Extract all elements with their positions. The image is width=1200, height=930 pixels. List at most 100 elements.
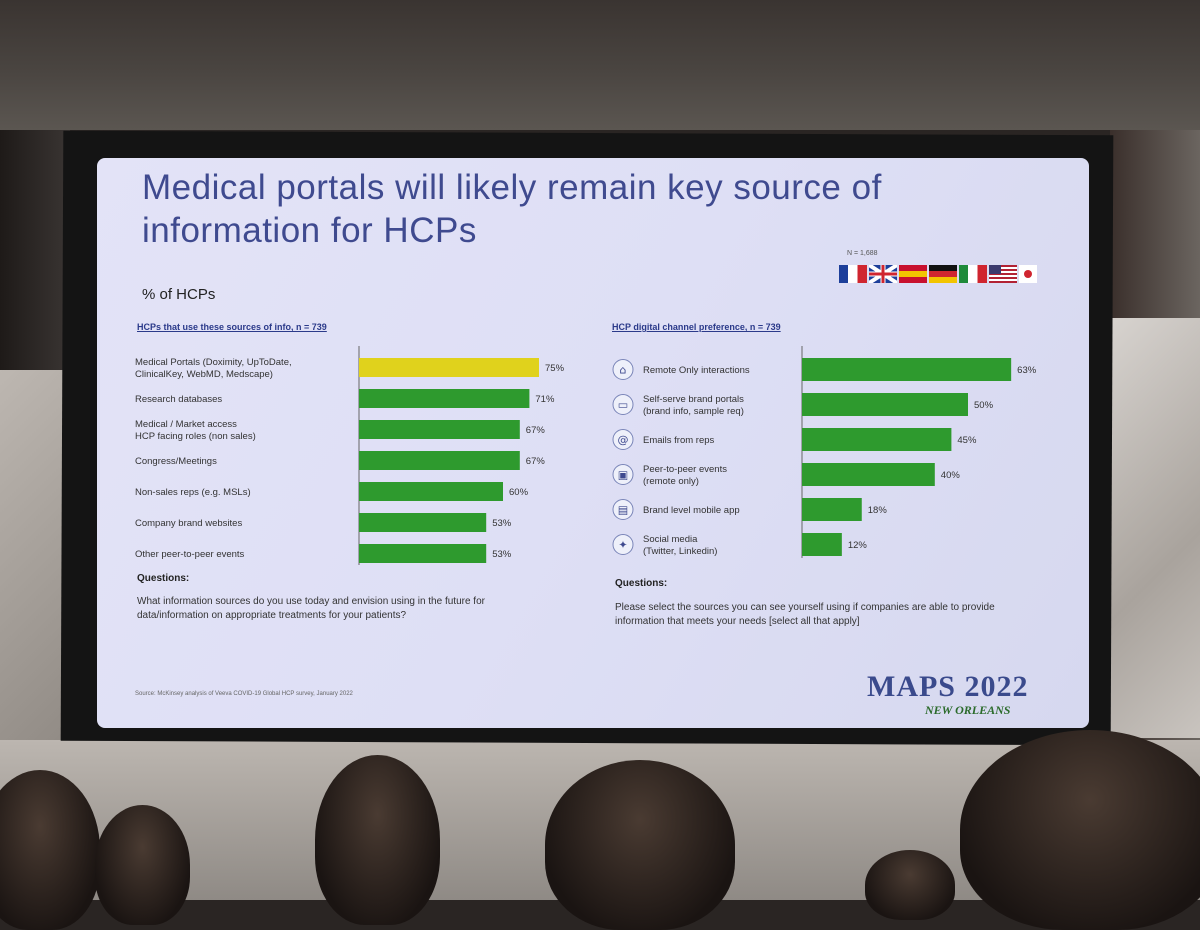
bar-value-label: 75% <box>545 363 565 374</box>
bar <box>802 358 1012 381</box>
presentation-slide: Medical portals will likely remain key s… <box>97 158 1089 728</box>
category-label-line: Medical / Market access <box>135 419 237 430</box>
sample-size-label: N = 1,688 <box>847 250 878 257</box>
bar-value-label: 45% <box>957 435 977 446</box>
category-label-line: Non-sales reps (e.g. MSLs) <box>135 487 251 498</box>
bar-value-label: 18% <box>868 505 888 516</box>
bar <box>359 389 530 408</box>
maps-2022-logo: MAPS 2022 NEW ORLEANS <box>867 670 1082 720</box>
slide-subtitle: % of HCPs <box>142 286 216 303</box>
category-label-line: Medical Portals (Doximity, UpToDate, <box>135 357 292 368</box>
bar-value-label: 67% <box>526 425 546 436</box>
category-label-line: Congress/Meetings <box>135 456 217 467</box>
mobile-app-icon: ▤ <box>612 499 634 520</box>
category-label: Congress/Meetings <box>135 456 217 467</box>
category-label: Social media (Twitter, Linkedin) <box>643 534 717 557</box>
category-label: Self-serve brand portals (brand info, sam… <box>643 394 744 417</box>
bar <box>802 428 952 451</box>
category-label-line: (Twitter, Linkedin) <box>643 546 717 557</box>
right-chart-header: HCP digital channel preference, n = 739 <box>612 322 781 332</box>
country-flags <box>839 263 1049 287</box>
wall-panel-left <box>0 370 70 760</box>
wall-panel-right <box>1105 318 1200 738</box>
category-label: Remote Only interactions <box>643 365 750 376</box>
audience-head <box>315 755 440 925</box>
france-flag <box>839 265 867 283</box>
right-question-text: Please select the sources you can see yo… <box>615 602 995 627</box>
svg-text:▭: ▭ <box>618 399 628 412</box>
logo-main-text: MAPS 2022 <box>867 670 1029 703</box>
category-label-line: ClinicalKey, WebMD, Medscape) <box>135 369 273 380</box>
spain-flag <box>899 265 927 283</box>
category-label-line: Emails from reps <box>643 435 715 446</box>
category-label: Emails from reps <box>643 435 715 446</box>
category-label: Research databases <box>135 394 222 405</box>
svg-text:⌂: ⌂ <box>620 364 627 377</box>
bar <box>359 420 520 439</box>
category-label-line: (brand info, sample req) <box>643 406 744 417</box>
bar <box>359 513 487 532</box>
left-chart-header: HCPs that use these sources of info, n =… <box>137 322 327 332</box>
japan-flag <box>1019 265 1037 283</box>
audience-head <box>545 760 735 930</box>
bar <box>359 451 520 470</box>
twitter-icon: ✦ <box>612 534 634 555</box>
bar <box>802 498 862 521</box>
bar-value-label: 60% <box>509 487 529 498</box>
audience-head <box>95 805 190 925</box>
category-label: Medical / Market access HCP facing roles … <box>135 419 256 442</box>
source-footnote: Source: McKinsey analysis of Veeva COVID… <box>135 691 353 697</box>
category-label: Non-sales reps (e.g. MSLs) <box>135 487 251 498</box>
svg-text:▣: ▣ <box>618 469 628 482</box>
bar <box>359 358 539 377</box>
left-bar-chart: 75%Medical Portals (Doximity, UpToDate, C… <box>135 346 565 565</box>
category-label-line: Remote Only interactions <box>643 365 750 376</box>
logo-sub-text: NEW ORLEANS <box>925 703 1011 717</box>
slide-title: Medical portals will likely remain key s… <box>142 168 882 250</box>
house-icon: ⌂ <box>612 359 634 380</box>
category-label-line: Social media <box>643 534 698 545</box>
bar-value-label: 12% <box>848 540 868 551</box>
bar <box>359 482 503 501</box>
bar-value-label: 53% <box>492 518 512 529</box>
category-label: Company brand websites <box>135 518 242 529</box>
left-questions-heading: Questions: <box>137 573 190 584</box>
bar <box>802 393 968 416</box>
category-label-line: (remote only) <box>643 476 699 487</box>
left-question-text: What information sources do you use toda… <box>137 596 485 621</box>
svg-text:▤: ▤ <box>618 504 628 517</box>
germany-flag <box>929 265 957 283</box>
category-label-line: Company brand websites <box>135 518 242 529</box>
bar-value-label: 40% <box>941 470 961 481</box>
bar <box>802 533 842 556</box>
category-label-line: Brand level mobile app <box>643 505 740 516</box>
audience-head <box>960 730 1200 930</box>
category-label: Brand level mobile app <box>643 505 740 516</box>
category-label-line: HCP facing roles (non sales) <box>135 431 256 442</box>
svg-text:✦: ✦ <box>618 539 627 552</box>
category-label: Medical Portals (Doximity, UpToDate, Clin… <box>135 357 292 380</box>
right-bar-chart: 63% Remote Only interactions ⌂ 50% Self-serv… <box>612 346 1037 558</box>
uk-flag <box>867 263 899 285</box>
bar-value-label: 63% <box>1017 365 1037 376</box>
bar <box>359 544 487 563</box>
category-label-line: Research databases <box>135 394 222 405</box>
bar <box>802 463 935 486</box>
at-sign-icon: @ <box>612 429 634 450</box>
category-label-line: Self-serve brand portals <box>643 394 744 405</box>
bar-value-label: 71% <box>535 394 555 405</box>
category-label-line: Other peer-to-peer events <box>135 549 245 560</box>
category-label-line: Peer-to-peer events <box>643 464 727 475</box>
usa-flag <box>989 265 1017 283</box>
bar-value-label: 50% <box>974 400 994 411</box>
category-label: Other peer-to-peer events <box>135 549 245 560</box>
laptop-icon: ▭ <box>612 394 634 415</box>
bar-value-label: 53% <box>492 549 512 560</box>
video-call-icon: ▣ <box>612 464 634 485</box>
category-label: Peer-to-peer events (remote only) <box>643 464 727 487</box>
right-questions-heading: Questions: <box>615 578 668 589</box>
italy-flag <box>959 265 987 283</box>
svg-text:@: @ <box>618 434 629 447</box>
ceiling <box>0 0 1200 130</box>
bar-value-label: 67% <box>526 456 546 467</box>
